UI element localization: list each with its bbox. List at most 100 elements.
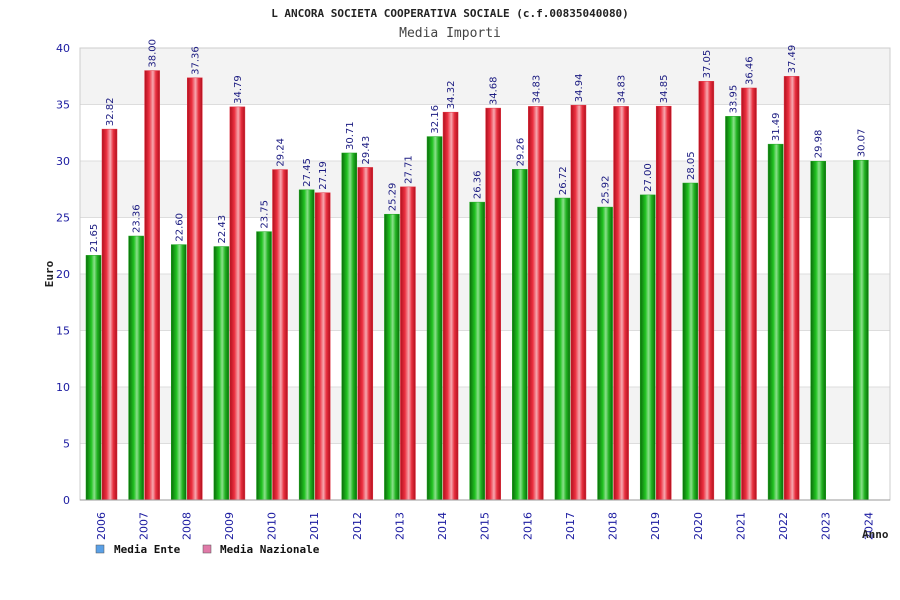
- bar-media-ente: [639, 194, 656, 501]
- x-tick-label: 2014: [436, 512, 449, 540]
- bar-media-ente: [725, 116, 741, 501]
- value-label-media-ente: 28.05: [686, 151, 697, 180]
- value-label-media-nazionale: 34.83: [617, 75, 628, 104]
- legend-swatch-nazionale: [202, 544, 212, 554]
- value-label-media-nazionale: 27.19: [318, 161, 329, 190]
- bar-media-ente: [512, 169, 528, 501]
- value-label-media-nazionale: 37.05: [702, 50, 713, 79]
- bar-media-ente: [469, 201, 485, 501]
- bar-media-nazionale: [442, 111, 459, 501]
- legend-swatch-ente: [95, 544, 105, 554]
- chart-title: L ANCORA SOCIETA COOPERATIVA SOCIALE (c.…: [271, 7, 629, 20]
- value-label-media-nazionale: 34.85: [659, 75, 670, 104]
- bar-media-nazionale: [272, 169, 288, 501]
- x-axis-title: Anno: [862, 528, 889, 541]
- value-label-media-ente: 26.36: [473, 170, 484, 199]
- value-label-media-ente: 23.75: [260, 200, 271, 229]
- y-tick-label: 20: [56, 268, 70, 281]
- x-tick-label: 2018: [607, 512, 620, 540]
- x-tick-label: 2022: [777, 512, 790, 540]
- value-label-media-ente: 22.60: [174, 213, 185, 242]
- y-tick-label: 15: [56, 325, 70, 338]
- x-tick-label: 2015: [479, 512, 492, 540]
- bar-media-ente: [213, 246, 230, 501]
- y-tick-label: 40: [56, 42, 70, 55]
- value-label-media-ente: 21.65: [89, 224, 100, 253]
- value-label-media-nazionale: 29.24: [276, 138, 287, 167]
- bar-media-nazionale: [570, 104, 587, 501]
- value-label-media-nazionale: 27.71: [403, 155, 414, 184]
- value-label-media-nazionale: 29.43: [361, 136, 372, 165]
- x-tick-label: 2023: [820, 512, 833, 540]
- bar-media-ente: [853, 159, 869, 501]
- x-tick-label: 2024: [862, 512, 875, 540]
- x-tick-label: 2007: [138, 512, 151, 540]
- value-label-media-nazionale: 34.79: [233, 75, 244, 104]
- bar-media-ente: [554, 197, 571, 501]
- bar-media-ente: [767, 143, 784, 501]
- value-label-media-ente: 25.92: [601, 175, 612, 204]
- bar-media-nazionale: [698, 81, 715, 501]
- x-tick-label: 2006: [95, 512, 108, 540]
- value-label-media-ente: 23.36: [132, 204, 143, 233]
- value-label-media-nazionale: 32.82: [105, 97, 116, 126]
- y-tick-label: 0: [63, 494, 70, 507]
- bar-media-nazionale: [101, 128, 118, 501]
- value-label-media-ente: 31.49: [771, 113, 782, 142]
- bar-media-nazionale: [485, 107, 501, 501]
- value-label-media-ente: 29.98: [814, 130, 825, 159]
- value-label-media-ente: 22.43: [217, 215, 228, 244]
- value-label-media-ente: 30.71: [345, 121, 356, 150]
- bar-media-ente: [298, 189, 315, 501]
- value-label-media-nazionale: 37.36: [190, 46, 201, 75]
- value-label-media-nazionale: 34.68: [489, 76, 500, 105]
- value-label-media-nazionale: 34.83: [531, 75, 542, 104]
- value-label-media-ente: 25.29: [387, 183, 398, 212]
- value-label-media-ente: 29.26: [515, 138, 526, 167]
- bar-media-nazionale: [187, 77, 203, 501]
- bar-media-ente: [810, 160, 826, 501]
- y-tick-label: 25: [56, 212, 70, 225]
- x-tick-label: 2010: [266, 512, 279, 540]
- x-tick-label: 2013: [393, 512, 406, 540]
- bar-media-nazionale: [357, 167, 374, 501]
- y-tick-label: 10: [56, 381, 70, 394]
- x-tick-label: 2011: [308, 512, 321, 540]
- bar-media-nazionale: [144, 70, 160, 501]
- x-tick-label: 2009: [223, 512, 236, 540]
- bar-media-nazionale: [655, 105, 672, 501]
- y-axis-title: Euro: [43, 260, 56, 287]
- x-tick-label: 2017: [564, 512, 577, 540]
- bar-media-ente: [384, 213, 400, 501]
- bar-media-nazionale: [229, 106, 246, 501]
- bar-media-ente: [597, 206, 613, 501]
- value-label-media-ente: 27.45: [302, 158, 313, 187]
- legend-label-ente: Media Ente: [114, 543, 181, 556]
- value-label-media-ente: 33.95: [728, 85, 739, 114]
- bar-media-ente: [682, 182, 699, 501]
- legend: Media Ente Media Nazionale: [95, 543, 320, 556]
- value-label-media-nazionale: 37.49: [787, 45, 798, 74]
- bar-media-ente: [128, 235, 144, 501]
- bar-media-ente: [85, 255, 102, 501]
- bar-media-nazionale: [528, 106, 544, 501]
- chart-subtitle: Media Importi: [399, 26, 501, 41]
- y-axis-ticks: 0 5 10 15 20 25 30 35 40: [56, 42, 70, 507]
- x-tick-label: 2012: [351, 512, 364, 540]
- value-label-media-nazionale: 36.46: [744, 56, 755, 85]
- bar-media-ente: [426, 136, 443, 501]
- value-label-media-nazionale: 34.32: [446, 81, 457, 110]
- bar-media-ente: [341, 152, 358, 501]
- value-label-media-ente: 26.72: [558, 166, 569, 195]
- y-tick-label: 30: [56, 155, 70, 168]
- value-label-media-nazionale: 34.94: [574, 74, 585, 103]
- bar-media-nazionale: [400, 186, 416, 501]
- y-tick-label: 5: [63, 438, 70, 451]
- value-labels: 21.65 32.82 23.36 38.00 22.60 37.36 22.43 34.79…: [89, 39, 867, 252]
- value-label-media-ente: 30.07: [856, 129, 867, 158]
- x-axis-ticks: 2006 2007 2008 2009 2010 2011 2012 2013 2014 2015…: [95, 512, 875, 540]
- bar-media-nazionale: [741, 87, 757, 501]
- bar-media-nazionale: [314, 192, 331, 501]
- x-tick-label: 2016: [521, 512, 534, 540]
